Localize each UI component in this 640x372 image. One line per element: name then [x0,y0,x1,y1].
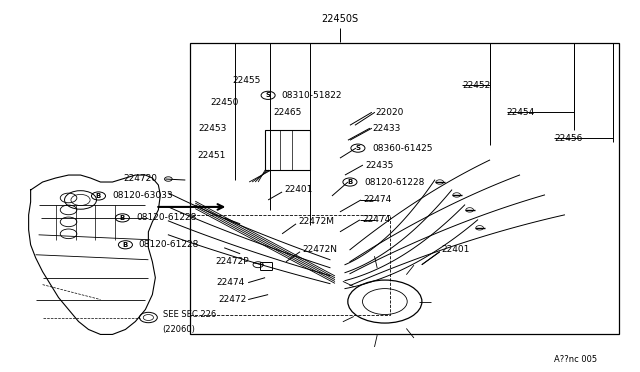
Text: 224720: 224720 [124,173,157,183]
Text: 08360-61425: 08360-61425 [372,144,433,153]
Text: 08120-61228: 08120-61228 [138,240,199,249]
Bar [265,130,310,170]
Text: 08120-61228: 08120-61228 [136,214,196,222]
Text: 22472: 22472 [218,295,246,304]
Text: 22435: 22435 [365,161,393,170]
Text: B: B [120,215,125,221]
Text: (22060): (22060) [163,325,195,334]
Text: 08120-61228: 08120-61228 [364,177,424,186]
Text: 22020: 22020 [375,108,403,117]
Text: 08310-51822: 08310-51822 [281,91,342,100]
Text: 22450: 22450 [210,98,239,107]
Text: 22433: 22433 [372,124,400,133]
Text: 22454: 22454 [507,108,535,117]
Text: S: S [266,92,271,98]
Text: 22401: 22401 [284,186,312,195]
Text: 22455: 22455 [232,76,260,85]
Text: B: B [123,242,128,248]
Text: 08120-63033: 08120-63033 [113,192,173,201]
Text: 22450S: 22450S [321,14,358,24]
Text: 22472N: 22472N [302,245,337,254]
Text: A??nc 005: A??nc 005 [554,355,598,364]
Bar [190,215,390,314]
Text: 22451: 22451 [197,151,226,160]
Text: 22401: 22401 [442,245,470,254]
Text: B: B [348,179,353,185]
Text: 22474: 22474 [216,278,244,287]
Bar [190,42,620,334]
Text: B: B [96,193,101,199]
Text: 22465: 22465 [273,108,301,117]
Text: 22472M: 22472M [298,217,334,227]
Text: SEE SEC.226: SEE SEC.226 [163,310,216,319]
Text: 22456: 22456 [554,134,583,143]
Text: 22474: 22474 [362,215,390,224]
Text: 22474: 22474 [363,195,391,205]
Text: S: S [355,145,360,151]
Text: 22452: 22452 [463,81,491,90]
Text: 22472P: 22472P [215,257,249,266]
Text: 22453: 22453 [198,124,227,133]
